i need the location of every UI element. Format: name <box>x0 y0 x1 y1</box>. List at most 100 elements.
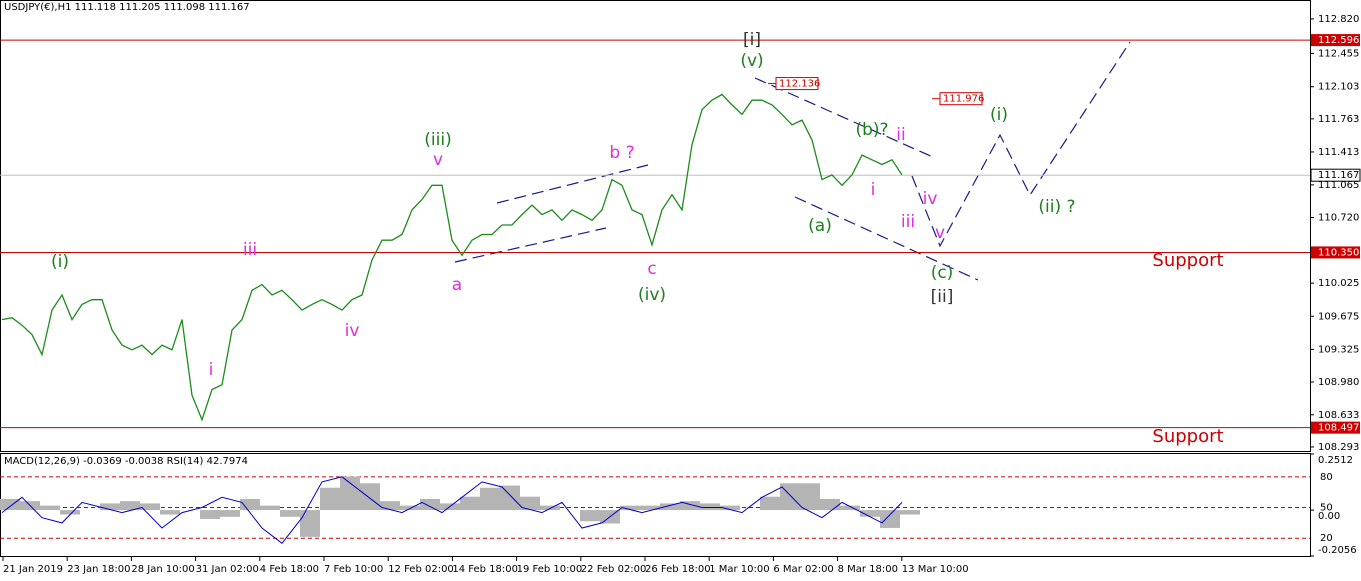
macd-bar <box>880 510 900 528</box>
macd-bar <box>860 510 880 517</box>
y-tick-label: 108.293 <box>1318 442 1359 453</box>
x-tick-label: 23 Jan 18:00 <box>67 564 130 575</box>
x-tick-label: 19 Feb 10:00 <box>517 564 583 575</box>
support-label: Support <box>1152 426 1223 447</box>
y-tick-label: 111.763 <box>1318 114 1359 125</box>
channel-line <box>496 164 649 204</box>
x-tick-label: 31 Jan 02:00 <box>196 564 259 575</box>
wave-label: [i] <box>743 30 761 50</box>
macd-bar <box>520 496 540 511</box>
wave-label: (iii) <box>424 130 451 150</box>
wave-label: (c) <box>931 263 954 283</box>
x-tick-label: 28 Jan 10:00 <box>131 564 194 575</box>
macd-bar <box>120 501 140 511</box>
macd-bar <box>220 510 240 517</box>
macd-bar <box>380 501 400 511</box>
wave-label: (ii) ? <box>1038 197 1075 217</box>
macd-bar <box>820 498 840 511</box>
macd-bar <box>60 510 80 515</box>
wave-label: c <box>647 259 656 279</box>
channel-line <box>794 196 979 281</box>
macd-bar <box>100 503 120 511</box>
x-tick-label: 14 Feb 18:00 <box>452 564 518 575</box>
wave-label: (iv) <box>638 285 666 305</box>
price-line <box>1 93 903 422</box>
macd-tick-label: -0.2056 <box>1318 545 1357 556</box>
x-tick-label: 22 Feb 02:00 <box>581 564 647 575</box>
y-tick-label: 112.455 <box>1318 48 1359 59</box>
projection-path <box>911 41 1131 248</box>
wave-label: iii <box>243 240 257 260</box>
wave-projection <box>454 41 1131 281</box>
wave-label: b ? <box>609 143 634 163</box>
wave-label: iii <box>901 212 915 232</box>
x-tick-label: 1 Mar 10:00 <box>709 564 769 575</box>
macd-bar <box>200 510 220 520</box>
y-tick-label: 108.980 <box>1318 377 1359 388</box>
macd-bar <box>580 510 600 522</box>
channel-line <box>754 77 936 159</box>
macd-tick-label: 0.2512 <box>1318 455 1353 466</box>
y-tick-label: 109.325 <box>1318 344 1359 355</box>
x-tick-label: 26 Feb 18:00 <box>645 564 711 575</box>
support-label: Support <box>1152 250 1223 271</box>
rsi-line <box>1 476 903 544</box>
price-box <box>775 77 819 91</box>
macd-bar <box>320 487 340 511</box>
macd-bar <box>360 483 380 511</box>
chart-title: USDJPY(€),H1 111.118 111.205 111.098 111… <box>4 2 250 13</box>
macd-bar <box>660 503 680 511</box>
main-panel-frame <box>0 0 1311 452</box>
x-tick-label: 7 Feb 10:00 <box>324 564 383 575</box>
price-box <box>939 92 983 106</box>
x-tick-label: 6 Mar 02:00 <box>773 564 833 575</box>
y-tick-label: 109.675 <box>1318 311 1359 322</box>
channel-line <box>454 227 607 263</box>
macd-bar <box>40 505 60 511</box>
wave-label: (a) <box>808 216 832 236</box>
wave-label: [ii] <box>931 287 954 307</box>
rsi-tick-label: 20 <box>1320 533 1333 544</box>
price-box-label: 111.976 <box>943 94 984 105</box>
macd-bar <box>760 496 780 511</box>
y-tick-label: 110.720 <box>1318 212 1359 223</box>
wave-label: iv <box>345 321 360 341</box>
x-tick-label: 8 Mar 18:00 <box>838 564 898 575</box>
macd-bar <box>160 510 180 515</box>
macd-bar <box>340 476 360 511</box>
macd-tick-label: 0.00 <box>1318 511 1340 522</box>
wave-label: (v) <box>740 51 763 71</box>
wave-label: ii <box>896 125 905 145</box>
level-label: 112.596 <box>1318 35 1359 46</box>
price-box-label: 112.136 <box>779 79 820 90</box>
macd-bar <box>640 505 660 511</box>
wave-label: (b)? <box>855 120 888 140</box>
wave-label: a <box>452 275 462 295</box>
wave-label: (i) <box>990 105 1008 125</box>
macd-bar <box>240 498 260 511</box>
last-price-label: 111.167 <box>1318 170 1359 181</box>
y-tick-label: 111.413 <box>1318 147 1359 158</box>
wave-label: v <box>935 223 945 243</box>
level-box <box>1311 34 1360 47</box>
y-tick-label: 112.820 <box>1318 14 1359 25</box>
level-label: 108.497 <box>1318 423 1359 434</box>
x-tick-label: 21 Jan 2019 <box>3 564 63 575</box>
macd-bar <box>400 505 420 511</box>
macd-bar <box>900 510 920 515</box>
indicator-title: MACD(12,26,9) -0.0369 -0.0038 RSI(14) 42… <box>4 456 248 467</box>
wave-label: i <box>871 180 876 200</box>
macd-bar <box>540 505 560 511</box>
macd-bar <box>280 510 300 517</box>
wave-label: (i) <box>51 252 69 272</box>
macd-bar <box>480 487 500 511</box>
wave-label: iv <box>923 189 938 209</box>
y-tick-label: 110.025 <box>1318 278 1359 289</box>
macd-bar <box>620 505 640 511</box>
rsi-tick-label: 80 <box>1320 472 1333 483</box>
macd-bar <box>720 505 740 511</box>
macd-bar <box>500 485 520 511</box>
x-tick-label: 4 Feb 18:00 <box>260 564 319 575</box>
macd-bar <box>260 505 280 511</box>
